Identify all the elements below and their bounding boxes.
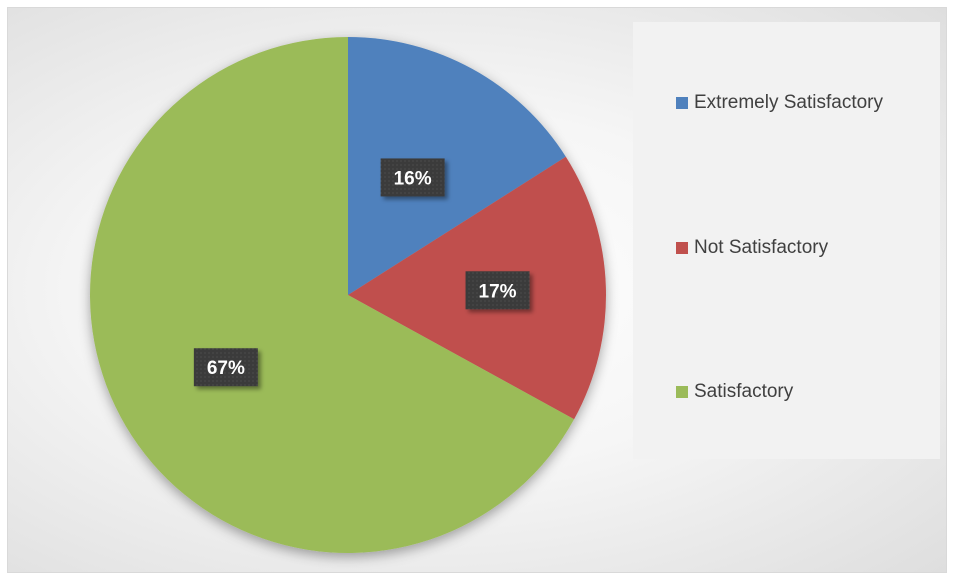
data-label-not-satisfactory: 17%	[465, 271, 530, 310]
data-label-satisfactory: 67%	[193, 348, 258, 387]
data-label-box	[193, 348, 258, 387]
data-label-box	[380, 158, 445, 197]
legend-swatch	[676, 97, 688, 109]
pie-slice-extremely-satisfactory	[348, 37, 566, 295]
data-label-text: 17%	[479, 281, 517, 302]
legend-item-satisfactory: Satisfactory	[676, 381, 793, 403]
legend-item-extremely-satisfactory: Extremely Satisfactory	[676, 92, 883, 114]
legend-label: Satisfactory	[694, 381, 794, 402]
pie-slice-satisfactory	[89, 36, 575, 553]
legend-label: Extremely Satisfactory	[694, 92, 883, 113]
data-label-text: 16%	[394, 168, 432, 189]
legend-label: Not Satisfactory	[694, 237, 829, 258]
legend-item-not-satisfactory: Not Satisfactory	[676, 237, 828, 259]
legend-swatch	[676, 386, 688, 398]
data-label-text: 67%	[207, 358, 245, 379]
data-label-box	[465, 271, 530, 310]
legend-swatch	[676, 242, 688, 254]
data-label-extremely-satisfactory: 16%	[380, 158, 445, 197]
